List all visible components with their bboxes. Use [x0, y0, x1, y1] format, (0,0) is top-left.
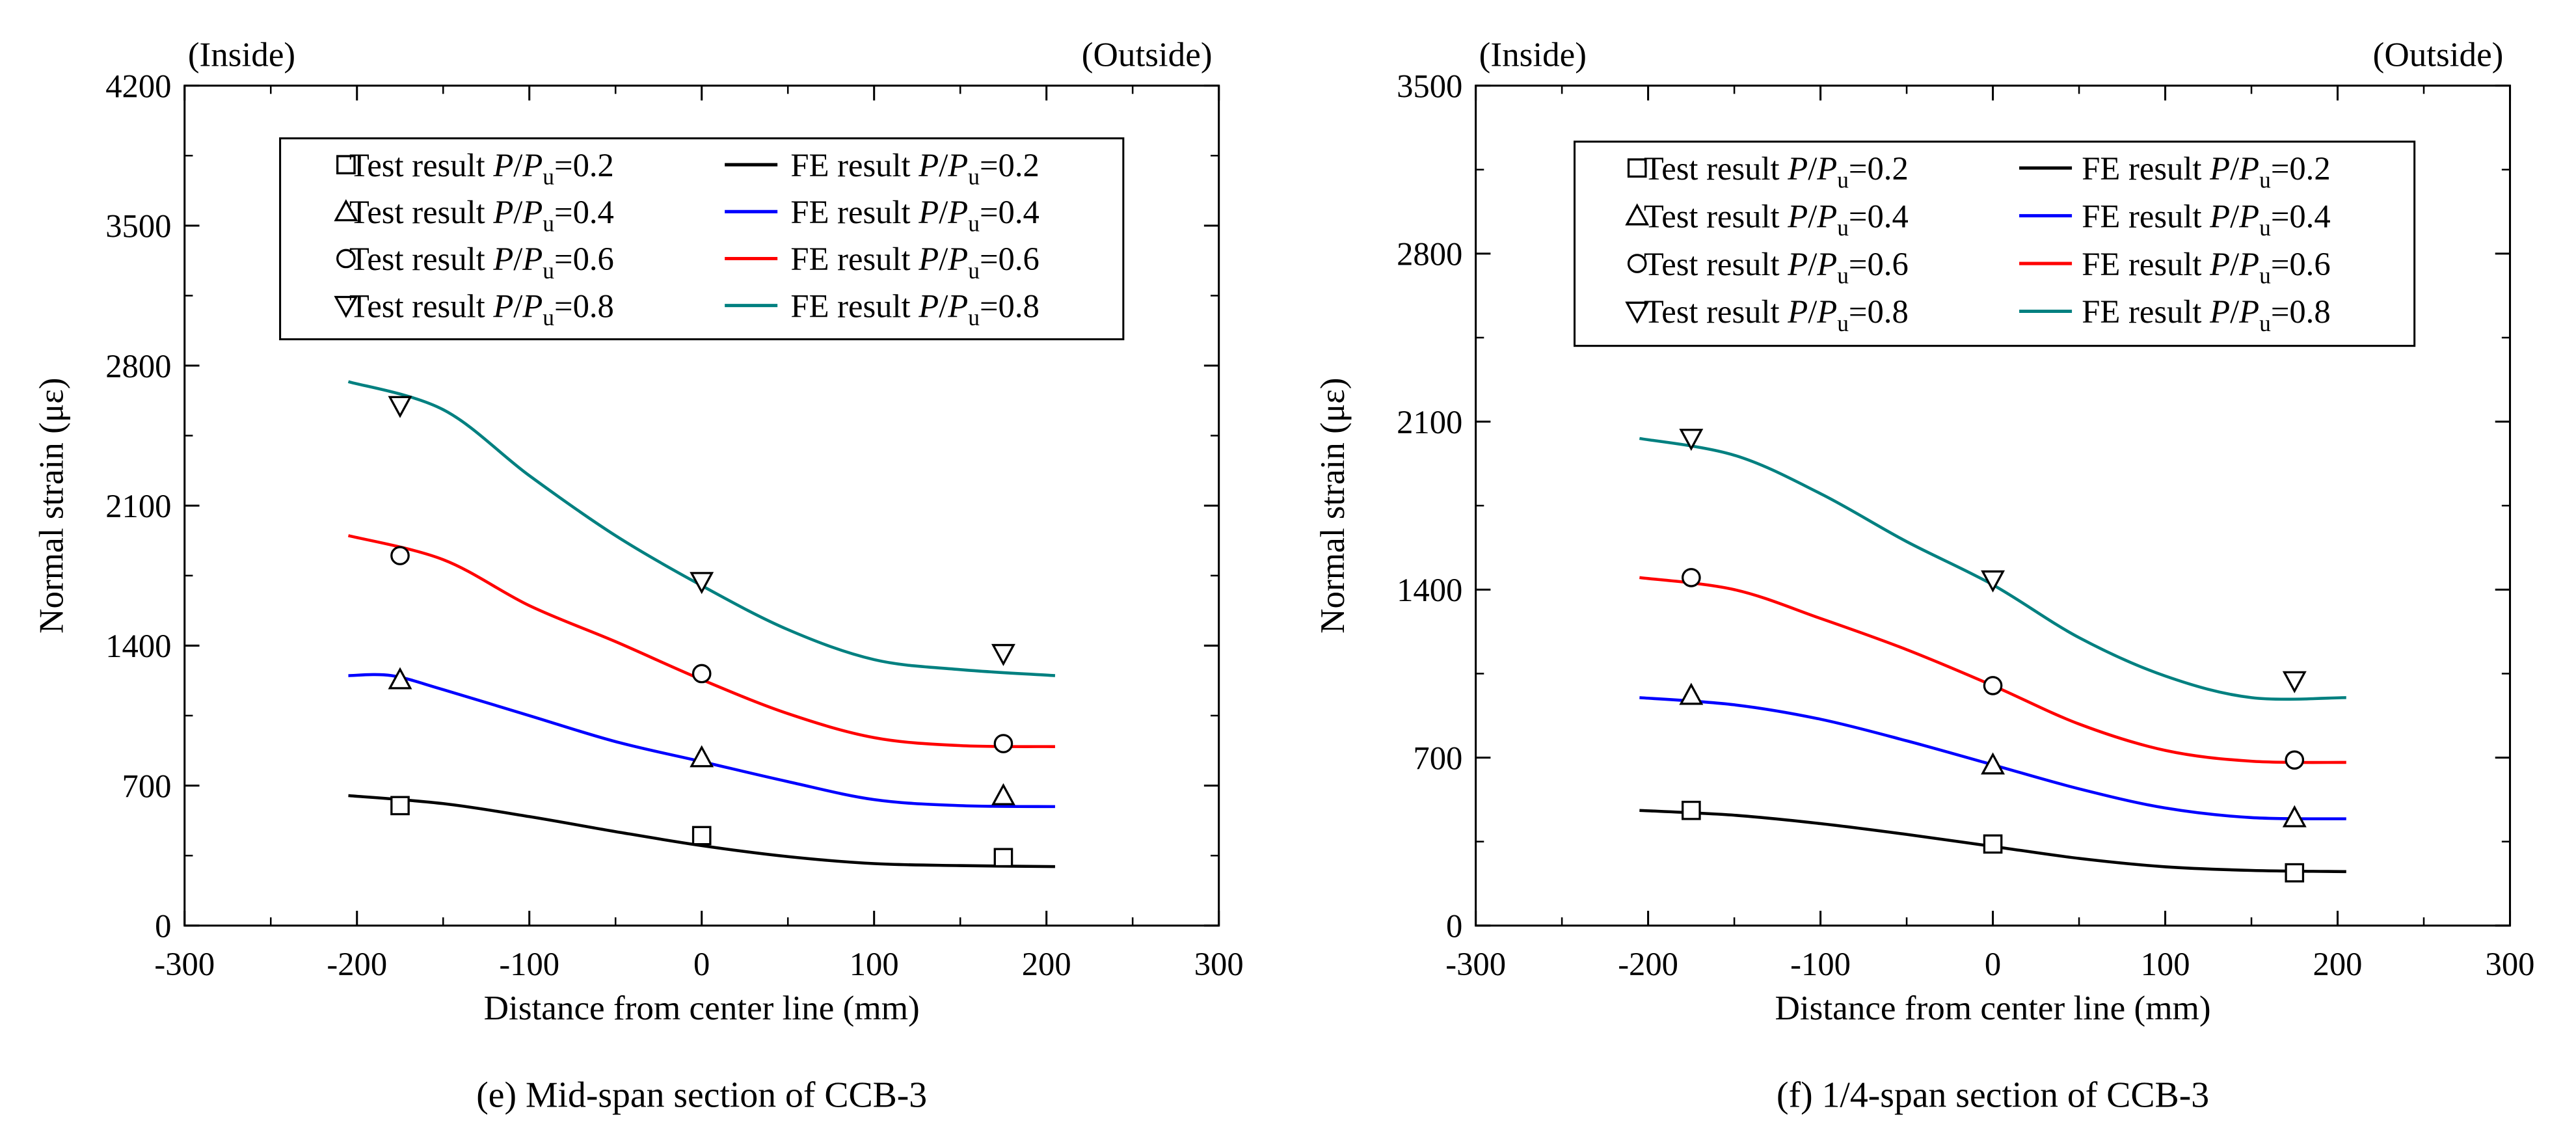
legend-box: [279, 137, 1125, 341]
fe-line-0-2: [348, 794, 1055, 868]
legend-fe-label-0-6: FE result P/Pu=0.6: [2082, 246, 2330, 289]
y-axis-title: Normal strain (με): [33, 378, 70, 634]
test-point-0-6: [2285, 750, 2305, 770]
test-point-0-2: [993, 848, 1013, 868]
legend-test-label-0-8: Test result P/Pu=0.8: [349, 288, 614, 330]
legend-fe-label-0-6: FE result P/Pu=0.6: [790, 241, 1039, 284]
test-point-0-4: [991, 783, 1015, 805]
x-tick-label: 0: [1985, 946, 2001, 982]
fe-line-0-8: [347, 380, 1056, 677]
x-tick-label: 100: [850, 946, 899, 982]
y-tick-label: 0: [1446, 908, 1462, 945]
test-point-0-6: [1983, 676, 2003, 695]
test-point-0-8: [690, 572, 714, 595]
y-tick-label: 700: [1413, 740, 1462, 776]
y-tick-label: 3500: [105, 208, 171, 245]
x-tick-label: -300: [1445, 946, 1506, 982]
panel-caption: (e) Mid-span section of CCB-3: [476, 1075, 927, 1115]
x-tick-label: -200: [1618, 946, 1678, 982]
test-point-0-2: [1983, 834, 2003, 854]
corner-label-outside: (Outside): [2373, 36, 2504, 74]
legend-fe-label-0-4: FE result P/Pu=0.4: [790, 194, 1039, 237]
legend-fe-label-0-8: FE result P/Pu=0.8: [2082, 293, 2330, 336]
x-tick-label: 200: [1022, 946, 1071, 982]
test-point-0-8: [388, 396, 412, 418]
y-tick-label: 2800: [105, 348, 171, 384]
legend-marker-0-6: [336, 249, 356, 269]
legend-test-label-0-6: Test result P/Pu=0.6: [1644, 246, 1909, 289]
legend: Test result P/Pu=0.2 Test result P/Pu=0.4…: [1573, 141, 2416, 347]
y-tick-label: 2100: [1397, 404, 1462, 440]
legend-fe-label-0-2: FE result P/Pu=0.2: [2082, 150, 2330, 193]
legend-fe-label-0-8: FE result P/Pu=0.8: [790, 288, 1039, 330]
legend-test-label-0-2: Test result P/Pu=0.2: [1644, 150, 1909, 193]
test-point-0-6: [993, 734, 1013, 753]
chart-panel-quarter-span: (Inside) (Outside) -300 -200 -100 0 100 200 30…: [1314, 36, 2534, 1115]
test-point-0-2: [691, 826, 712, 846]
test-point-0-6: [1682, 568, 1701, 587]
legend-marker-0-6: [1627, 254, 1647, 273]
x-tick-label: 100: [2141, 946, 2190, 982]
corner-label-outside: (Outside): [1082, 36, 1213, 74]
x-tick-label: 300: [2486, 946, 2535, 982]
x-tick-label: -200: [327, 946, 387, 982]
test-point-0-8: [1679, 429, 1704, 451]
test-point-0-6: [390, 546, 410, 565]
x-tick-label: -300: [154, 946, 215, 982]
test-point-0-4: [1679, 682, 1704, 705]
x-axis-title: Distance from center line (mm): [484, 989, 920, 1027]
legend-marker-0-2: [1627, 158, 1647, 178]
x-axis-title: Distance from center line (mm): [1775, 989, 2211, 1027]
legend-test-label-0-8: Test result P/Pu=0.8: [1644, 293, 1909, 336]
corner-label-inside: (Inside): [1479, 36, 1587, 74]
y-tick-label: 4200: [105, 68, 171, 104]
legend-marker-0-4: [334, 199, 358, 222]
fe-line-0-8: [1639, 437, 2346, 701]
legend-test-label-0-2: Test result P/Pu=0.2: [349, 147, 614, 190]
y-tick-label: 700: [122, 768, 172, 804]
test-point-0-2: [2285, 863, 2305, 883]
test-point-0-2: [1682, 800, 1701, 820]
legend-fe-label-0-4: FE result P/Pu=0.4: [2082, 198, 2330, 241]
test-point-0-8: [991, 643, 1015, 666]
legend-marker-0-8: [334, 295, 358, 318]
legend-test-label-0-6: Test result P/Pu=0.6: [349, 241, 614, 284]
test-point-0-2: [390, 796, 410, 816]
corner-label-inside: (Inside): [188, 36, 295, 74]
test-point-0-4: [2282, 805, 2307, 827]
test-point-0-6: [691, 664, 712, 684]
x-tick-label: 200: [2313, 946, 2363, 982]
legend-test-label-0-4: Test result P/Pu=0.4: [349, 194, 614, 237]
y-tick-label: 1400: [1397, 572, 1462, 608]
x-tick-label: -100: [1790, 946, 1851, 982]
test-point-0-4: [388, 667, 412, 690]
x-tick-label: -100: [499, 946, 559, 982]
y-tick-label: 1400: [105, 628, 171, 664]
panel-caption: (f) 1/4-span section of CCB-3: [1777, 1075, 2209, 1115]
y-tick-label: 3500: [1397, 68, 1462, 104]
fe-line-0-6: [347, 534, 1055, 748]
y-tick-label: 0: [155, 908, 171, 945]
fe-line-0-4: [348, 673, 1055, 809]
legend-fe-label-0-2: FE result P/Pu=0.2: [790, 147, 1039, 190]
test-point-0-4: [1981, 752, 2006, 775]
legend-box: [1573, 141, 2416, 347]
legend-test-label-0-4: Test result P/Pu=0.4: [1644, 198, 1909, 241]
x-tick-label: 300: [1194, 946, 1244, 982]
y-tick-label: 2100: [105, 488, 171, 524]
chart-panel-mid-span: (Inside) (Outside) -300 -200 -100 0 100 200 30…: [33, 36, 1243, 1115]
legend-marker-0-2: [336, 155, 356, 174]
test-point-0-8: [2282, 671, 2307, 693]
y-axis-title: Normal strain (με): [1314, 378, 1352, 634]
test-point-0-4: [690, 745, 714, 768]
legend-marker-0-8: [1625, 301, 1650, 324]
y-tick-label: 2800: [1397, 236, 1462, 273]
test-point-0-8: [1981, 570, 2006, 593]
x-tick-label: 0: [693, 946, 710, 982]
legend-marker-0-4: [1625, 203, 1650, 226]
fe-line-0-6: [1639, 576, 2346, 764]
